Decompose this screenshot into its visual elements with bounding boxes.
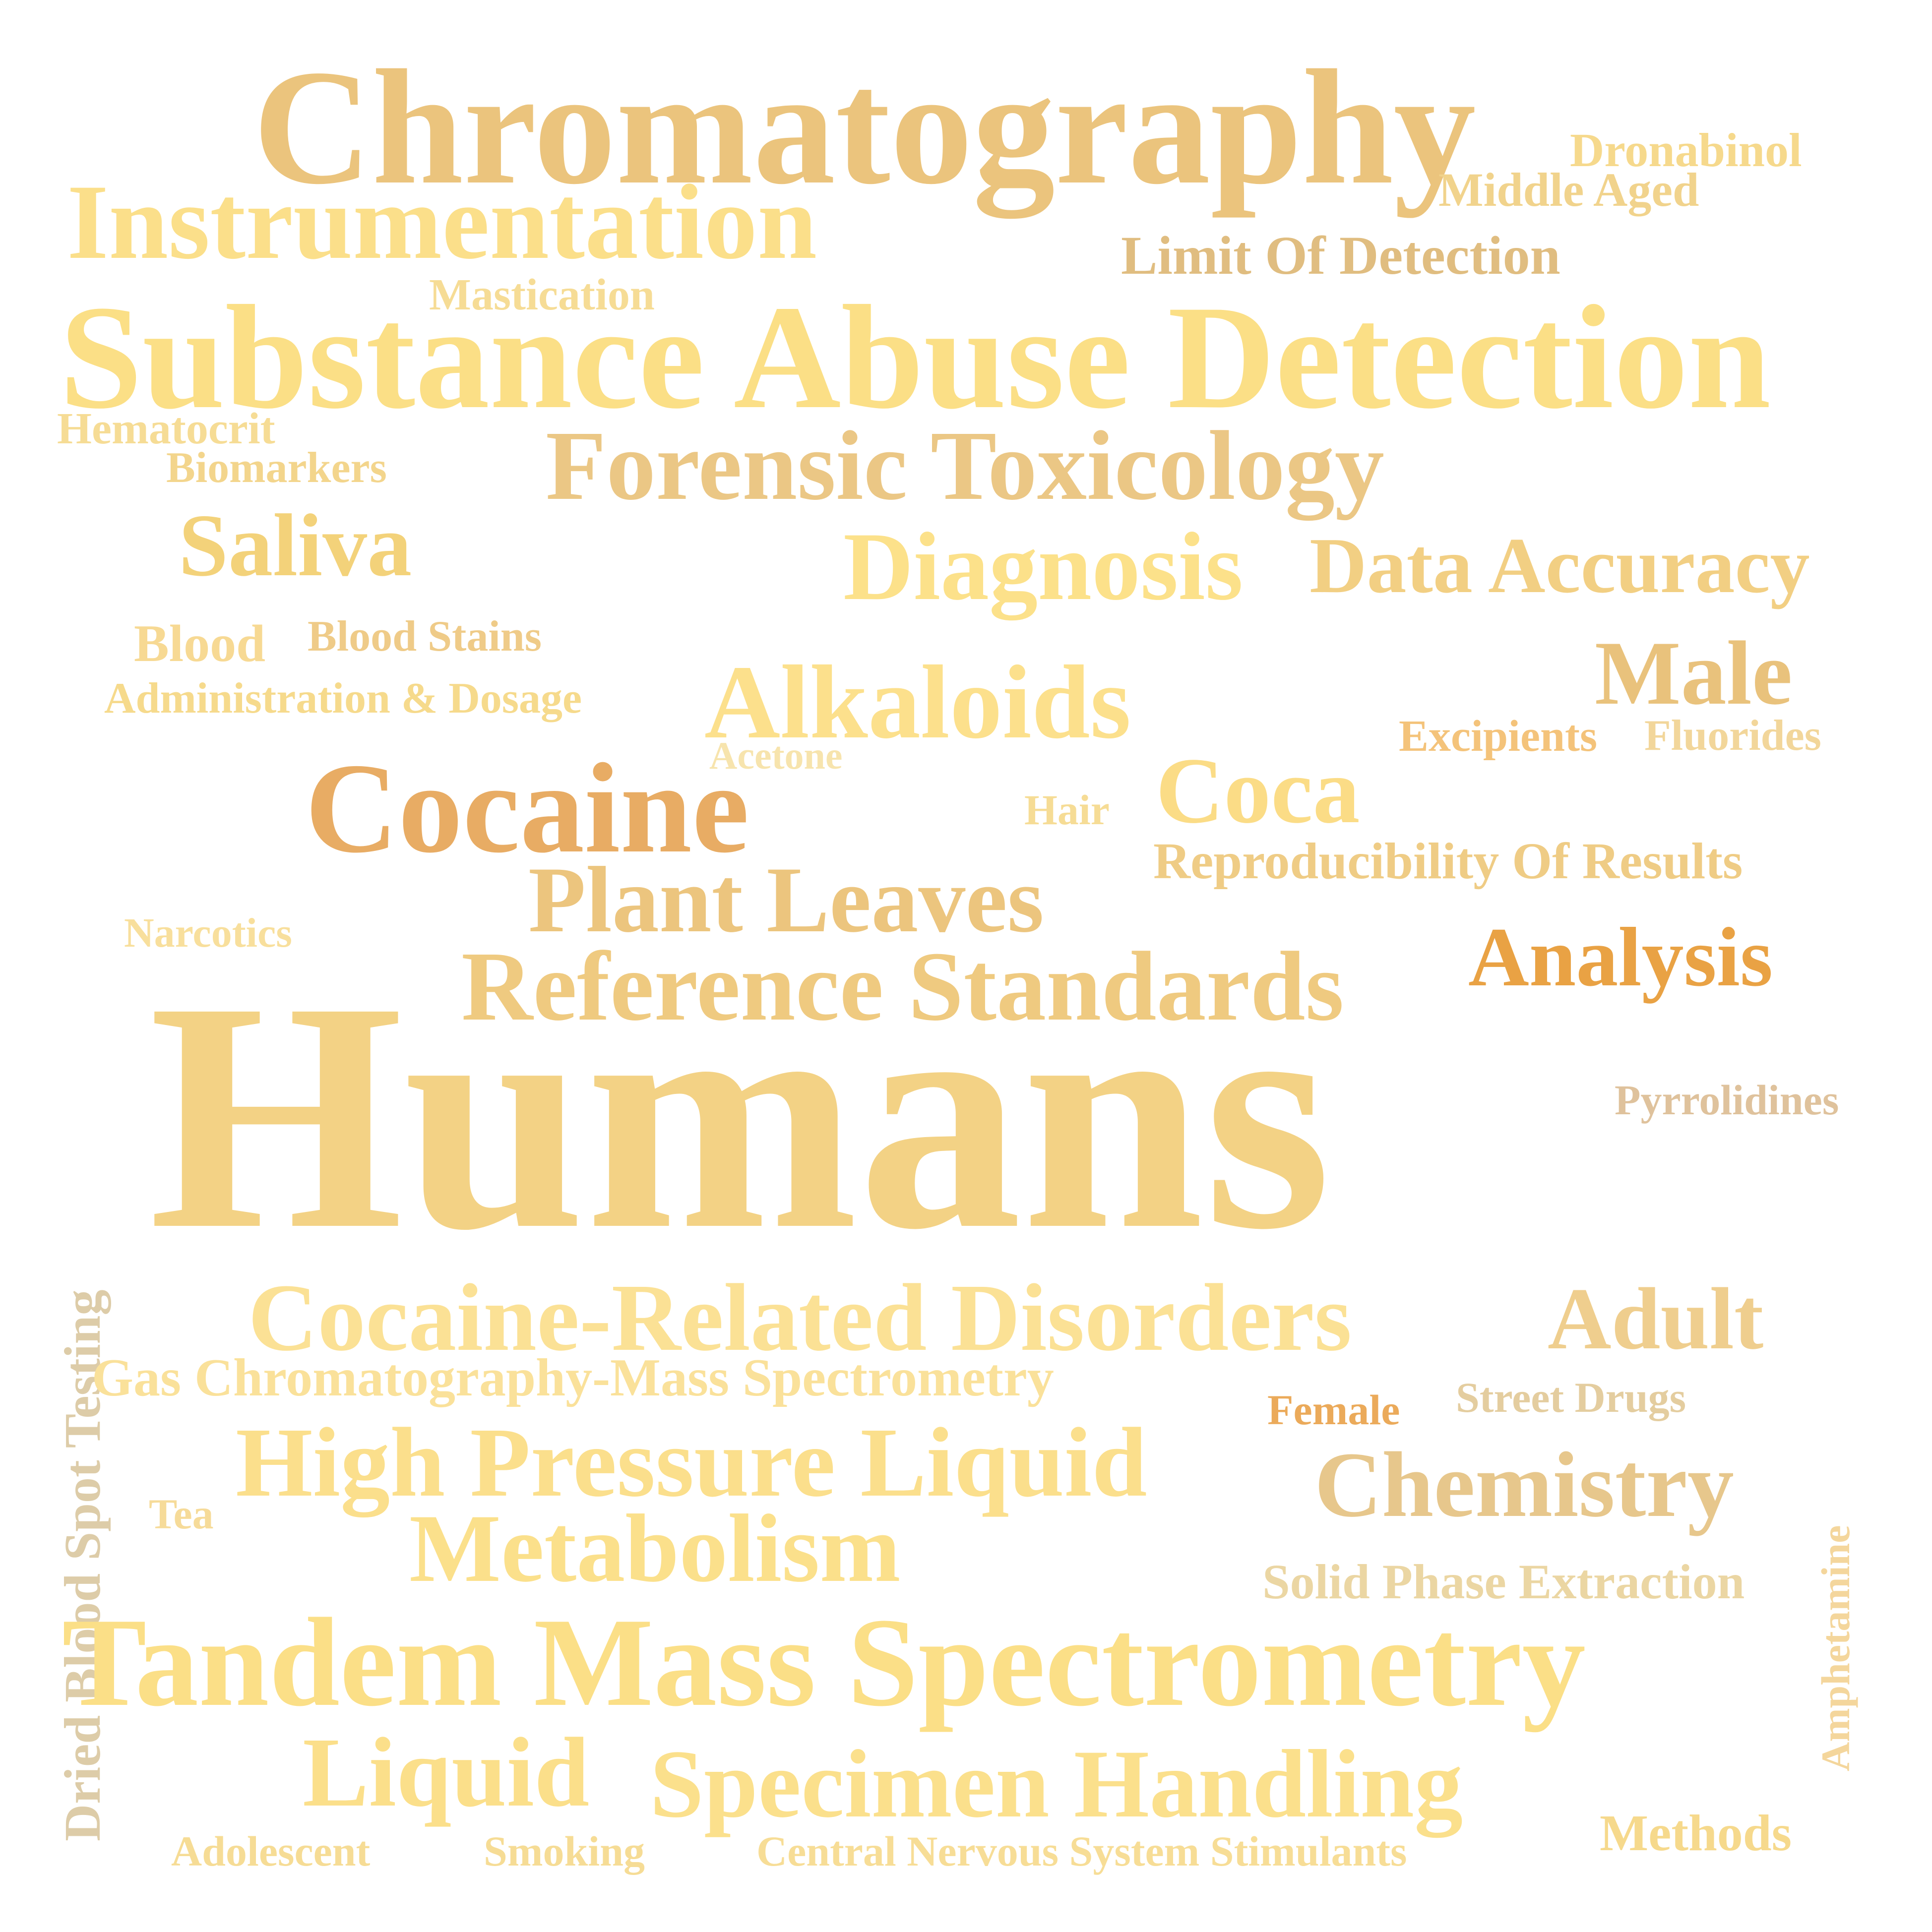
word-substance-abuse-detection: Substance Abuse Detection (60, 275, 1771, 439)
word-analysis: Analysis (1468, 910, 1773, 1004)
word-alkaloids: Alkaloids (704, 644, 1131, 760)
word-coca: Coca (1156, 739, 1360, 843)
word-saliva: Saliva (179, 496, 412, 595)
word-cocaine: Cocaine (305, 737, 749, 880)
word-mastication: Mastication (429, 270, 655, 319)
word-instrumentation: Instrumentation (67, 163, 817, 281)
word-administration-dosage: Administration & Dosage (104, 674, 582, 723)
word-narcotics: Narcotics (124, 910, 292, 956)
word-limit-of-detection: Limit Of Detection (1121, 225, 1560, 286)
word-reproducibility-of-results: Reproducibility Of Results (1153, 833, 1743, 890)
word-data-accuracy: Data Accuracy (1309, 521, 1810, 609)
word-gc-ms: Gas Chromatography-Mass Spectrometry (92, 1348, 1054, 1407)
word-excipients: Excipients (1399, 712, 1598, 761)
word-amphetamine: Amphetamine (1813, 1525, 1858, 1771)
word-male: Male (1595, 622, 1793, 724)
word-cns-stimulants: Central Nervous System Stimulants (756, 1827, 1407, 1875)
word-metabolism: Metabolism (409, 1495, 901, 1602)
word-adult: Adult (1548, 1269, 1764, 1368)
word-blood: Blood (134, 614, 266, 672)
word-high-pressure-liquid: High Pressure Liquid (236, 1408, 1147, 1517)
word-solid-phase-extraction: Solid Phase Extraction (1262, 1554, 1745, 1609)
word-liquid: Liquid (303, 1718, 590, 1827)
word-forensic-toxicology: Forensic Toxicology (546, 411, 1384, 521)
word-chemistry: Chemistry (1314, 1433, 1734, 1536)
word-fluorides: Fluorides (1644, 712, 1821, 760)
word-plant-leaves: Plant Leaves (528, 848, 1044, 952)
word-biomarkers: Biomarkers (166, 444, 387, 492)
word-diagnosis: Diagnosis (843, 513, 1244, 620)
word-street-drugs: Street Drugs (1456, 1374, 1686, 1421)
word-reference-standards: Reference Standards (461, 932, 1344, 1041)
word-cocaine-related-disorders: Cocaine-Related Disorders (248, 1264, 1352, 1371)
word-hematocrit: Hematocrit (57, 404, 275, 453)
word-middle-aged: Middle Aged (1438, 163, 1699, 216)
word-adolescent: Adolescent (171, 1827, 371, 1875)
word-dronabinol: Dronabinol (1570, 123, 1802, 177)
word-acetone: Acetone (709, 734, 843, 777)
word-chromatography: Chromatography (253, 36, 1476, 218)
word-smoking: Smoking (484, 1827, 645, 1875)
word-humans: Humans (149, 934, 1332, 1297)
word-specimen-handling: Specimen Handling (650, 1730, 1463, 1838)
word-methods: Methods (1600, 1805, 1792, 1862)
word-hair: Hair (1024, 786, 1110, 834)
word-female: Female (1267, 1386, 1400, 1434)
word-tea: Tea (149, 1490, 214, 1538)
word-tandem-mass-spectrometry: Tandem Mass Spectrometry (62, 1592, 1586, 1733)
word-blood-stains: Blood Stains (308, 612, 542, 661)
word-pyrrolidines: Pyrrolidines (1615, 1076, 1839, 1124)
